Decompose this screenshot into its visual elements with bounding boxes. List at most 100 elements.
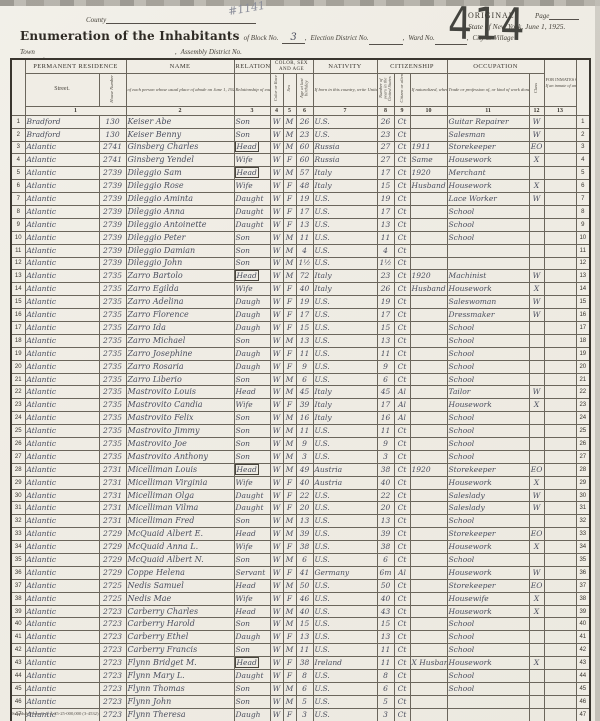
cell-relation: Wife <box>233 540 271 555</box>
table-row: 28 Atlantic 2731 Micelliman Louis Head W M 49 Au… <box>10 462 591 477</box>
cell-occupation: School <box>446 643 530 658</box>
cell-name: Zarro Ida <box>125 321 235 335</box>
cell-naturalized <box>409 565 448 580</box>
cell-age: 38 <box>295 540 314 555</box>
cell-naturalized <box>409 669 448 683</box>
cell-age: 39 <box>295 527 314 542</box>
cell-nativity: Italy <box>312 282 378 297</box>
cell-naturalized: 1920 <box>409 166 448 181</box>
census-table-body: 1 Bradford 130 Keiser Abe Son W M 26 U.S. 26 Ct Gui… <box>10 114 591 721</box>
of-block-label: of Block No. <box>243 34 279 42</box>
cell-class <box>528 346 545 361</box>
cell-relation: Son <box>233 681 271 696</box>
row-number: 23 <box>10 398 26 413</box>
cell-sex: M <box>282 514 297 529</box>
cell-inmate <box>543 217 577 232</box>
cell-occupation: Salesman <box>446 127 530 142</box>
row-number: 9 <box>575 217 591 232</box>
row-number: 40 <box>10 617 26 632</box>
cell-class <box>528 630 545 645</box>
cell-inmate <box>543 411 577 426</box>
row-number: 28 <box>10 462 26 477</box>
cell-citizen: Ct <box>393 617 411 632</box>
cell-occupation: Housewife <box>446 591 530 606</box>
cell-house-number: 2729 <box>98 540 127 555</box>
cell-nativity: U.S. <box>312 514 378 529</box>
cell-street: Atlantic <box>24 488 100 503</box>
cell-citizen: Ct <box>393 578 411 593</box>
cell-class <box>528 514 545 529</box>
cell-age: 23 <box>295 127 314 142</box>
cell-name: Mastrovito Anthony <box>125 449 235 464</box>
cell-color: W <box>269 256 284 271</box>
cell-occupation: Merchant <box>446 166 530 181</box>
cell-age: 48 <box>295 179 314 194</box>
cell-class <box>528 321 545 335</box>
cell-nativity: Italy <box>312 398 378 413</box>
cell-sex: F <box>282 282 297 297</box>
cell-street: Atlantic <box>24 243 100 258</box>
cell-relation: Daught <box>233 217 271 232</box>
cell-nativity: U.S. <box>312 243 378 258</box>
header-relation-desc: Relationship of each person to the head … <box>233 73 271 107</box>
cell-sex: M <box>282 166 297 181</box>
cell-inmate <box>543 372 577 387</box>
cell-naturalized <box>409 204 448 219</box>
cell-citizen: Ct <box>393 192 411 206</box>
cell-citizen: Ct <box>393 333 411 348</box>
cell-relation: Daugh <box>233 346 271 361</box>
cell-relation: Head <box>233 166 271 181</box>
cell-name: Flynn Thomas <box>125 681 235 696</box>
cell-years-us: 8 <box>376 669 395 683</box>
cell-inmate <box>543 643 577 658</box>
cell-citizen: Ct <box>393 540 411 555</box>
cell-sex: M <box>282 643 297 658</box>
cell-inmate <box>543 114 577 129</box>
cell-house-number: 2739 <box>98 217 127 232</box>
cell-sex: F <box>282 153 297 168</box>
cell-name: Dileggio Peter <box>125 230 235 245</box>
cell-nativity: U.S. <box>312 359 378 374</box>
header-relation: RELATION <box>233 58 271 74</box>
cell-occupation: School <box>446 204 530 219</box>
cell-name: Carberry Ethel <box>125 630 235 645</box>
cell-age: 11 <box>295 230 314 245</box>
cell-class: W <box>528 127 545 142</box>
boxed-relation: Head <box>235 270 259 282</box>
cell-occupation <box>446 243 530 258</box>
cell-color: W <box>269 540 284 555</box>
cell-years-us: 40 <box>376 475 395 490</box>
state-line: State of New York, June 1, 1925. <box>468 22 566 31</box>
cell-years-us: 27 <box>376 153 395 168</box>
cell-naturalized <box>409 243 448 258</box>
cell-street: Bradford <box>24 127 100 142</box>
cell-relation: Son <box>233 372 271 387</box>
cell-naturalized: 1920 <box>409 269 448 284</box>
cell-occupation: Guitar Repairer <box>446 114 530 129</box>
cell-inmate <box>543 269 577 284</box>
cell-occupation: Housework <box>446 565 530 580</box>
cell-sex: M <box>282 385 297 400</box>
cell-color: W <box>269 321 284 335</box>
cell-occupation: School <box>446 669 530 683</box>
header-nativity: NATIVITY <box>312 58 378 74</box>
cell-naturalized <box>409 643 448 658</box>
cell-class <box>528 333 545 348</box>
cell-house-number: 2729 <box>98 527 127 542</box>
cell-name: McQuaid Anna L. <box>125 540 235 555</box>
cell-color: W <box>269 295 284 310</box>
cell-name: Carberry Charles <box>125 604 235 619</box>
cell-age: 40 <box>295 475 314 490</box>
cell-color: W <box>269 694 284 709</box>
cell-class: W <box>528 308 545 322</box>
cell-relation: Son <box>233 333 271 348</box>
boxed-relation: Head <box>235 142 259 153</box>
cell-name: Dileggio Damian <box>125 243 235 258</box>
cell-sex: M <box>282 527 297 542</box>
row-number: 35 <box>10 553 26 567</box>
cell-age: 13 <box>295 217 314 232</box>
cell-class: X <box>528 398 545 413</box>
cell-years-us: 43 <box>376 604 395 619</box>
cell-name: Ginsberg Charles <box>125 140 235 155</box>
cell-name: Micelliman Virginia <box>125 475 235 490</box>
